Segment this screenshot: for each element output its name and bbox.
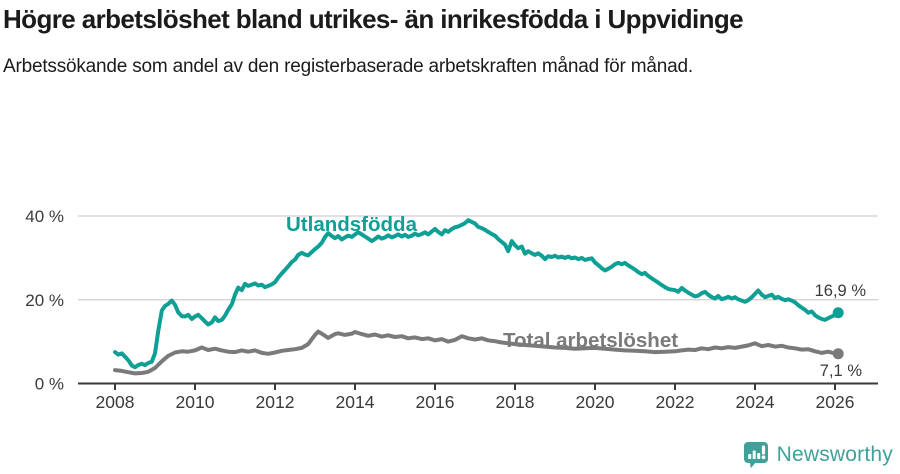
y-tick-label-20: 20 %: [25, 291, 64, 310]
y-tick-label-0: 0 %: [35, 375, 64, 394]
x-tick-label-2022: 2022: [656, 392, 695, 412]
x-tick-label-2016: 2016: [416, 392, 455, 412]
brand-footer: Newsworthy: [743, 441, 893, 469]
y-tick-label-40: 40 %: [25, 207, 64, 226]
x-tick-label-2024: 2024: [736, 392, 775, 412]
x-tick-label-2012: 2012: [256, 392, 295, 412]
x-tick-label-2010: 2010: [176, 392, 215, 412]
page-title: Högre arbetslöshet bland utrikes- än inr…: [3, 4, 744, 34]
x-tick-label-2026: 2026: [816, 392, 855, 412]
brand-name: Newsworthy: [776, 443, 893, 466]
series-line-utlandsf-dda: [113, 218, 841, 370]
chart-header: Högre arbetslöshet bland utrikes- än inr…: [3, 2, 863, 80]
series-end-dot-total-arbetsl-shet: [832, 348, 844, 360]
series-label-utlandsf-dda: Utlandsfödda: [286, 213, 418, 236]
end-value-label-total-arbetsl-shet: 7,1 %: [820, 362, 863, 380]
newsworthy-logo-icon: [743, 442, 768, 469]
page-subtitle: Arbetssökande som andel av den registerb…: [3, 55, 693, 77]
x-tick-label-2018: 2018: [496, 392, 535, 412]
series-label-total-arbetsl-shet: Total arbetslöshet: [503, 329, 678, 352]
series-line-total-arbetsl-shet: [113, 329, 841, 376]
series-end-dot-utlandsf-dda: [832, 307, 844, 319]
end-value-label-utlandsf-dda: 16,9 %: [815, 282, 867, 300]
x-tick-label-2014: 2014: [336, 392, 375, 412]
x-tick-label-2008: 2008: [96, 392, 135, 412]
x-tick-label-2020: 2020: [576, 392, 615, 412]
